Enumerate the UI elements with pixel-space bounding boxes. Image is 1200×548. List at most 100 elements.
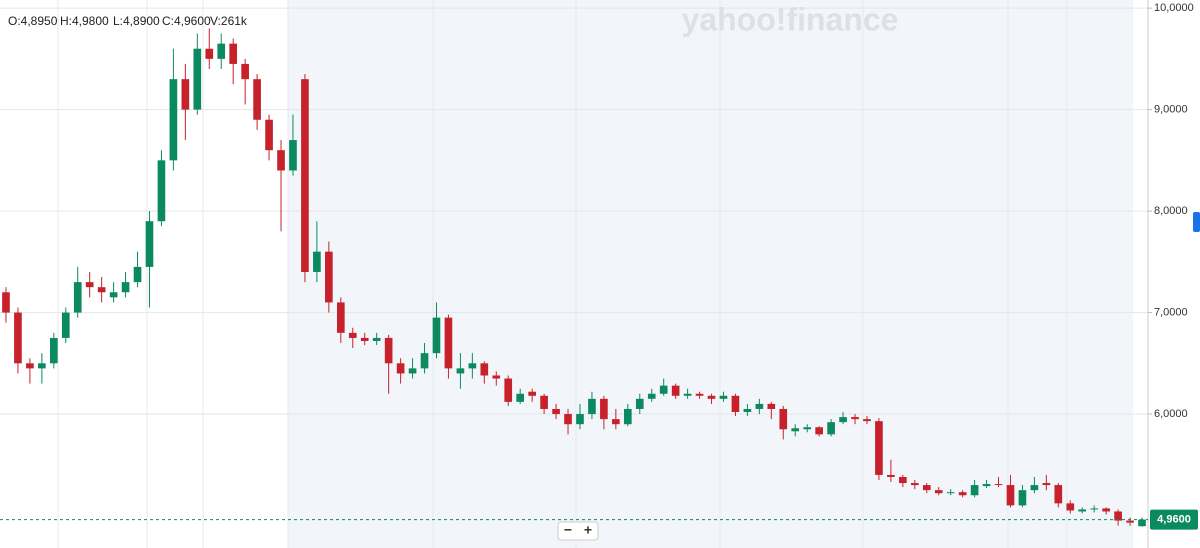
body — [468, 363, 477, 369]
legend-item: C:4,9600 — [162, 14, 211, 28]
body — [695, 393, 704, 396]
body — [635, 398, 644, 409]
body — [612, 419, 620, 425]
session-shade — [288, 0, 1133, 548]
body — [480, 363, 489, 376]
body — [169, 79, 178, 161]
y-tick-label: 6,0000 — [1154, 408, 1188, 420]
body — [1042, 483, 1051, 486]
body — [1018, 490, 1027, 506]
legend-item: V:261k — [210, 14, 248, 28]
body — [289, 140, 297, 171]
body — [875, 421, 883, 475]
body — [1102, 508, 1110, 512]
body — [504, 378, 513, 402]
body — [1054, 485, 1063, 504]
body — [14, 312, 22, 364]
v-grid — [57, 0, 1068, 548]
body — [982, 484, 991, 487]
body — [396, 363, 405, 374]
body — [420, 353, 429, 369]
axis-tab — [1193, 212, 1200, 232]
zoom-button[interactable]: − — [564, 522, 572, 538]
body — [1138, 519, 1146, 527]
body — [492, 375, 501, 379]
body — [922, 485, 931, 491]
body — [647, 393, 656, 399]
body — [934, 490, 943, 494]
body — [253, 79, 261, 120]
body — [528, 391, 536, 396]
legend-item: H:4,9800 — [60, 14, 109, 28]
body — [731, 395, 740, 413]
body — [301, 79, 309, 272]
body — [958, 492, 967, 496]
body — [49, 337, 58, 364]
body — [540, 395, 548, 409]
body — [193, 48, 202, 110]
body — [384, 337, 393, 364]
body — [1078, 509, 1087, 512]
last-price-label: 4,9600 — [1157, 513, 1191, 525]
body — [265, 119, 273, 151]
body — [336, 302, 345, 333]
zoom-controls: − + — [557, 521, 599, 541]
body — [217, 43, 226, 59]
body — [360, 337, 369, 341]
body — [839, 417, 847, 423]
body — [145, 221, 154, 267]
body — [1030, 485, 1039, 491]
body — [659, 385, 668, 394]
y-tick-label: 9,0000 — [1154, 104, 1188, 116]
body — [815, 427, 823, 435]
body — [946, 492, 955, 494]
body — [994, 484, 1003, 486]
body — [707, 395, 716, 399]
body — [325, 251, 333, 303]
body — [863, 419, 871, 422]
body — [623, 408, 632, 425]
body — [372, 337, 381, 341]
body — [109, 292, 118, 298]
body — [121, 282, 130, 293]
body — [73, 282, 82, 313]
body — [1006, 485, 1015, 506]
body — [241, 63, 249, 80]
body — [1126, 520, 1134, 523]
body — [803, 427, 812, 430]
body — [229, 43, 238, 64]
body — [133, 266, 142, 283]
body — [1090, 508, 1099, 510]
body — [564, 414, 572, 425]
body — [851, 417, 859, 420]
body — [348, 332, 357, 338]
body — [516, 393, 525, 402]
body — [827, 422, 835, 435]
body — [552, 408, 560, 415]
candles — [2, 28, 1146, 527]
h-grid — [0, 7, 1148, 415]
body — [181, 79, 190, 110]
body — [205, 48, 214, 59]
body — [277, 150, 285, 171]
body — [1114, 511, 1122, 521]
last-price-tag — [1150, 509, 1198, 530]
legend-item: L:4,8900 — [113, 14, 160, 28]
zoom-button[interactable]: + — [584, 522, 592, 538]
body — [85, 282, 94, 288]
y-tick-label: 8,0000 — [1154, 205, 1188, 217]
body — [97, 287, 106, 293]
body — [576, 414, 584, 425]
body — [408, 368, 417, 374]
body — [2, 292, 10, 313]
body — [600, 398, 608, 420]
body — [767, 403, 776, 409]
legend-item: O:4,8950 — [8, 14, 58, 28]
body — [157, 160, 166, 222]
zoom-box — [557, 521, 599, 541]
body — [899, 476, 907, 484]
body — [26, 363, 34, 369]
ohlc-legend: O:4,8950 H:4,9800 L:4,8900 C:4,9600 V:261k — [8, 14, 248, 28]
y-tick-label: 7,0000 — [1154, 306, 1188, 318]
